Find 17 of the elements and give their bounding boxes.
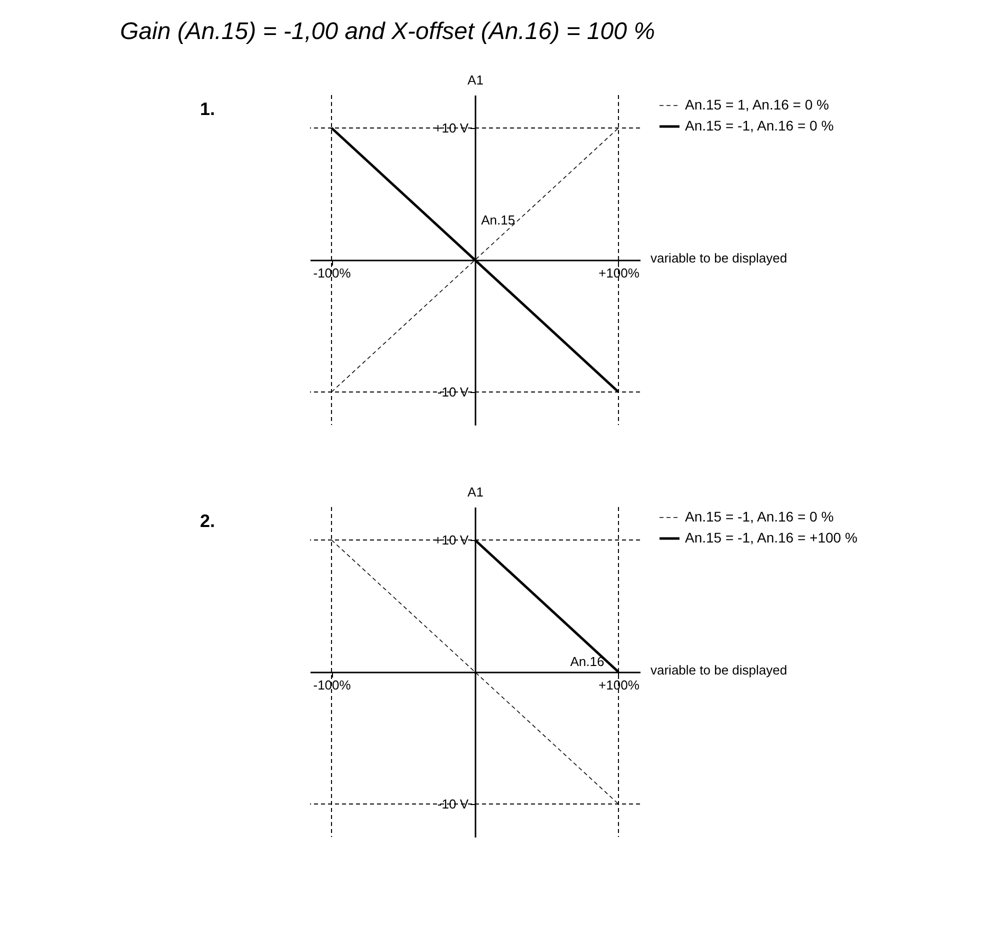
- x-tick-label: +100%: [598, 678, 640, 692]
- x-tick-label: -100%: [313, 266, 352, 280]
- legend-label: An.15 = -1, An.16 = 0 %: [685, 118, 834, 134]
- legend-label: An.15 = -1, An.16 = 0 %: [685, 508, 834, 524]
- annotation: An.15: [481, 212, 516, 228]
- legend-label: An.15 = 1, An.16 = 0 %: [685, 96, 829, 112]
- x-axis-title: variable to be displayed: [650, 250, 788, 266]
- legend-label: An.15 = -1, An.16 = +100 %: [685, 530, 858, 546]
- annotation: An.16: [570, 654, 604, 670]
- y-axis-title: A1: [468, 72, 484, 88]
- text: 2.: [200, 511, 216, 531]
- y-axis-title: A1: [468, 484, 484, 500]
- text: 1.: [200, 99, 216, 119]
- x-axis-title: variable to be displayed: [650, 662, 788, 678]
- x-tick-label: +100%: [598, 266, 640, 280]
- x-tick-label: -100%: [313, 678, 352, 692]
- chart-title: Gain (An.15) = -1,00 and X-offset (An.16) = 100 %: [120, 18, 655, 45]
